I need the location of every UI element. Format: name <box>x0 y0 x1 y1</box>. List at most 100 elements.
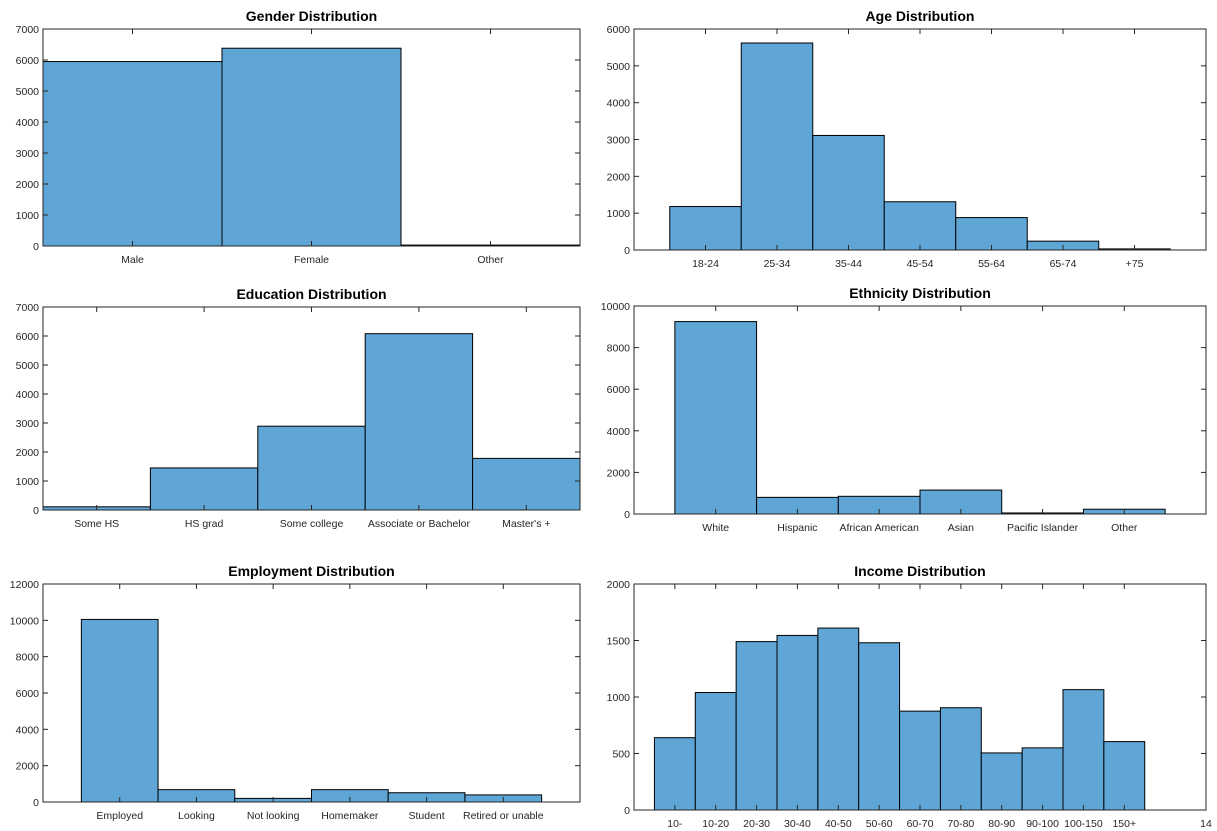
employment-xtick-label-3: Homemaker <box>321 810 379 822</box>
ethnicity-axes-box <box>633 305 1207 515</box>
education-chart: 0 1000 2000 3000 4000 5000 6000 7000 Some HS HS g… <box>16 286 581 530</box>
employment-ytick-label-4: 8000 <box>16 652 40 664</box>
age-xtick-label-0: 18-24 <box>692 258 719 270</box>
ethnicity-xtick-label-3: Asian <box>948 522 974 534</box>
education-ytick-label-1: 1000 <box>16 476 40 488</box>
income-bar-6 <box>858 642 901 811</box>
employment-ytick-label-0: 0 <box>33 797 39 809</box>
education-bar-4 <box>364 333 474 511</box>
income-xtick-label-4: 40-50 <box>825 818 852 830</box>
employment-chart-title: Employment Distribution <box>228 563 394 579</box>
employment-xtick-label-5: Retired or unable <box>463 810 544 822</box>
income-xtick-label-9: 90-100 <box>1026 818 1059 830</box>
employment-xtick-label-0: Employed <box>96 810 143 822</box>
education-xtick-label-0: Some HS <box>74 518 119 530</box>
income-xtick-label-2: 20-30 <box>743 818 770 830</box>
gender-ytick-label-5: 5000 <box>16 86 40 98</box>
age-bar-3 <box>812 134 885 251</box>
income-xtick-label-3: 30-40 <box>784 818 811 830</box>
education-bar-5 <box>472 457 581 511</box>
employment-ytick-label-5: 10000 <box>10 615 39 627</box>
ethnicity-xtick-label-5: Other <box>1111 522 1138 534</box>
education-ytick-label-5: 5000 <box>16 360 40 372</box>
age-ytick-label-1: 1000 <box>607 208 631 220</box>
ethnicity-ytick-label-4: 8000 <box>607 343 631 355</box>
employment-xtick-label-2: Not looking <box>247 810 300 822</box>
education-xtick-label-3: Associate or Bachelor <box>368 518 471 530</box>
income-xtick-label-7: 70-80 <box>947 818 974 830</box>
ethnicity-xtick-label-2: African American <box>839 522 919 534</box>
income-bar-2 <box>694 691 737 811</box>
income-xtick-label-8: 80-90 <box>988 818 1015 830</box>
gender-xtick-label-2: Other <box>477 254 504 266</box>
age-ytick-label-0: 0 <box>624 245 630 257</box>
age-bar-2 <box>740 42 814 251</box>
ethnicity-ytick-label-5: 10000 <box>601 301 630 313</box>
income-xtick-label-12: 14 <box>1200 818 1212 830</box>
gender-chart-title: Gender Distribution <box>246 8 377 24</box>
age-xtick-label-6: +75 <box>1126 258 1144 270</box>
income-xtick-label-1: 10-20 <box>702 818 729 830</box>
gender-ytick-label-6: 6000 <box>16 55 40 67</box>
gender-xtick-label-1: Female <box>294 254 329 266</box>
gender-ytick-label-3: 3000 <box>16 148 40 160</box>
income-bar-9 <box>980 752 1023 811</box>
income-ytick-label-1: 500 <box>612 749 630 761</box>
employment-chart: 0 2000 4000 6000 8000 10000 12000 Employed Looki… <box>10 563 581 822</box>
income-xtick-label-10: 100-150 <box>1064 818 1103 830</box>
education-xtick-label-1: HS grad <box>185 518 224 530</box>
ethnicity-ytick-label-2: 4000 <box>607 426 631 438</box>
income-xtick-label-0: 10- <box>667 818 683 830</box>
education-ytick-label-3: 3000 <box>16 418 40 430</box>
ethnicity-ytick-label-3: 6000 <box>607 384 631 396</box>
age-xtick-label-4: 55-64 <box>978 258 1005 270</box>
employment-ytick-label-1: 2000 <box>16 761 40 773</box>
gender-ytick-label-1: 1000 <box>16 210 40 222</box>
education-bar-2 <box>149 467 259 511</box>
education-ytick-label-4: 4000 <box>16 389 40 401</box>
gender-ytick-label-2: 2000 <box>16 179 40 191</box>
income-bar-8 <box>939 707 982 811</box>
income-xtick-label-5: 50-60 <box>866 818 893 830</box>
ethnicity-ytick-label-0: 0 <box>624 509 630 521</box>
income-ytick-label-0: 0 <box>624 805 630 817</box>
education-chart-title: Education Distribution <box>236 286 386 302</box>
income-ytick-label-2: 1000 <box>607 692 631 704</box>
age-ytick-label-6: 6000 <box>607 24 631 36</box>
ethnicity-chart: 0 2000 4000 6000 8000 10000 White Hispanic Afric… <box>601 285 1207 534</box>
income-bar-10 <box>1021 747 1064 811</box>
income-bar-1 <box>653 737 696 811</box>
education-xtick-label-4: Master's + <box>502 518 550 530</box>
income-bar-5 <box>817 627 860 811</box>
income-bar-12 <box>1103 741 1146 811</box>
employment-bar-1 <box>80 618 159 803</box>
education-ytick-label-0: 0 <box>33 505 39 517</box>
employment-xtick-label-4: Student <box>408 810 444 822</box>
gender-xtick-label-0: Male <box>121 254 144 266</box>
income-chart: 0 500 1000 1500 2000 10- 10-20 20-30 30-40 40-50 5… <box>607 563 1212 830</box>
age-bar-1 <box>669 206 742 251</box>
income-bar-4 <box>776 634 819 811</box>
education-bar-3 <box>257 425 366 511</box>
age-chart-title: Age Distribution <box>866 8 975 24</box>
age-xtick-label-3: 45-54 <box>907 258 934 270</box>
age-ytick-label-3: 3000 <box>607 135 631 147</box>
income-bar-7 <box>899 710 941 811</box>
employment-xtick-label-1: Looking <box>178 810 215 822</box>
employment-ytick-label-3: 6000 <box>16 688 40 700</box>
ethnicity-xtick-label-4: Pacific Islander <box>1007 522 1079 534</box>
income-bar-11 <box>1062 689 1105 811</box>
age-bar-4 <box>883 201 957 251</box>
education-ytick-label-2: 2000 <box>16 447 40 459</box>
ethnicity-ytick-label-1: 2000 <box>607 467 631 479</box>
income-xtick-label-11: 150+ <box>1112 818 1136 830</box>
ethnicity-bar-1 <box>674 321 758 515</box>
employment-ytick-label-6: 12000 <box>10 579 39 591</box>
age-ytick-label-2: 2000 <box>607 171 631 183</box>
education-ytick-label-6: 6000 <box>16 331 40 343</box>
gender-bar-2 <box>221 47 402 247</box>
education-xtick-label-2: Some college <box>280 518 344 530</box>
age-xtick-label-1: 25-34 <box>764 258 791 270</box>
age-ytick-label-4: 4000 <box>607 98 631 110</box>
